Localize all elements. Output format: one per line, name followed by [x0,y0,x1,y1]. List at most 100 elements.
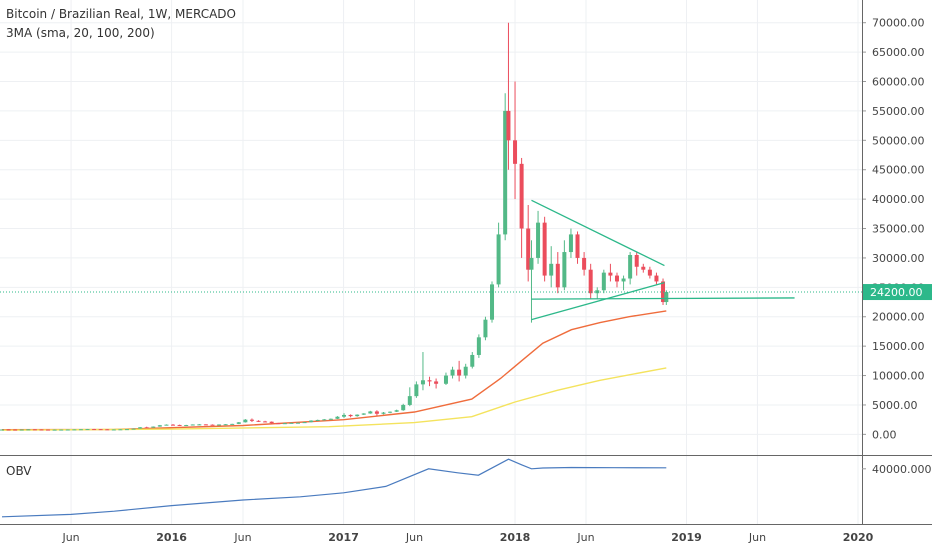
candle-body [348,414,353,417]
candle-body [124,429,129,431]
candle-body [342,414,347,417]
y-tick-label: 70000.00 [872,17,925,30]
candle-body [302,422,307,424]
candle-body [549,263,554,276]
moving-averages [1,310,667,431]
x-tick-label: 2019 [671,531,702,544]
candle-body [608,272,613,276]
candle-body [536,222,541,258]
x-tick-label: Jun [576,531,594,544]
candle-body [164,424,169,426]
candle-body [368,411,373,414]
candle-body [614,275,619,282]
y-tick-label: 45000.00 [872,164,925,177]
candle-body [483,319,488,338]
candle-body [19,429,24,431]
candle-body [388,411,393,413]
candle-body [315,419,320,421]
ma-slow-line [1,367,667,431]
candle-body [519,163,524,229]
candle-body [335,416,340,419]
candle-body [177,424,182,426]
last-price-badge: 24200.00 [0,284,932,301]
candle-body [295,422,300,424]
trendline [531,282,665,321]
trendline [531,199,665,267]
candle-body [6,429,11,431]
candle-body [111,429,116,431]
candle-body [52,429,57,431]
y-tick-label: 65000.00 [872,46,925,59]
candle-body [374,411,379,414]
trendlines [531,199,795,321]
candle-body [98,429,103,431]
candle-body [628,254,633,279]
obv-line [1,458,667,518]
candle-body [394,410,399,412]
candle-body [144,427,149,429]
y-tick-label: 10000.00 [872,370,925,383]
y-tick-label: 40000.00 [872,193,925,206]
candle-body [85,429,90,431]
y-tick-label: 20000.00 [872,311,925,324]
chart-title: Bitcoin / Brazilian Real, 1W, MERCADO [6,7,236,21]
candle-body [641,266,646,270]
candle-body [496,234,501,285]
candle-body [72,429,77,431]
candle-body [588,269,593,294]
y-tick-label: 55000.00 [872,105,925,118]
candle-body [420,380,425,385]
y-tick-label: 30000.00 [872,252,925,265]
candle-body [601,272,606,291]
candle-body [78,429,83,431]
candle-body [282,423,287,425]
candle-body [450,369,455,376]
candle-body [555,263,560,288]
candle-body [223,424,228,426]
candle-body [647,269,652,276]
candle-body [131,428,136,430]
candle-body [427,380,432,382]
candle-body [105,429,110,431]
candle-body [256,420,261,422]
candle-body [407,396,412,405]
candle-body [243,419,248,423]
candle-body [562,252,567,288]
candle-body [361,413,366,415]
last-price-badge-bg [863,284,932,301]
candle-body [654,275,659,282]
candle-body [171,424,176,426]
candle-body [118,429,123,431]
last-price-label: 24200.00 [870,286,923,299]
candle-body [289,422,294,424]
candle-body [476,337,481,355]
candle-body [13,429,18,431]
indicator-label: 3MA (sma, 20, 100, 200) [6,26,155,40]
candle-body [322,419,327,421]
candle-body [634,254,639,267]
x-tick-label: 2020 [843,531,874,544]
candle-body [230,423,235,425]
candle-body [443,375,448,384]
grid [0,0,862,524]
candle-body [457,369,462,376]
candle-body [276,423,281,425]
candles [0,22,669,431]
candle-body [269,421,274,424]
candle-body [463,366,468,376]
candle-body [309,420,314,423]
candle-body [526,228,531,270]
y-tick-label: 0.00 [872,428,897,441]
candle-body [210,424,215,426]
candle-body [203,424,208,426]
candle-body [575,234,580,258]
candle-body [328,418,333,420]
candle-body [46,429,51,431]
candle-body [26,429,31,431]
candle-body [236,422,241,424]
x-tick-label: Jun [61,531,79,544]
candle-body [0,429,4,431]
candle-body [664,292,669,303]
x-tick-label: Jun [405,531,423,544]
candle-body [513,140,518,164]
